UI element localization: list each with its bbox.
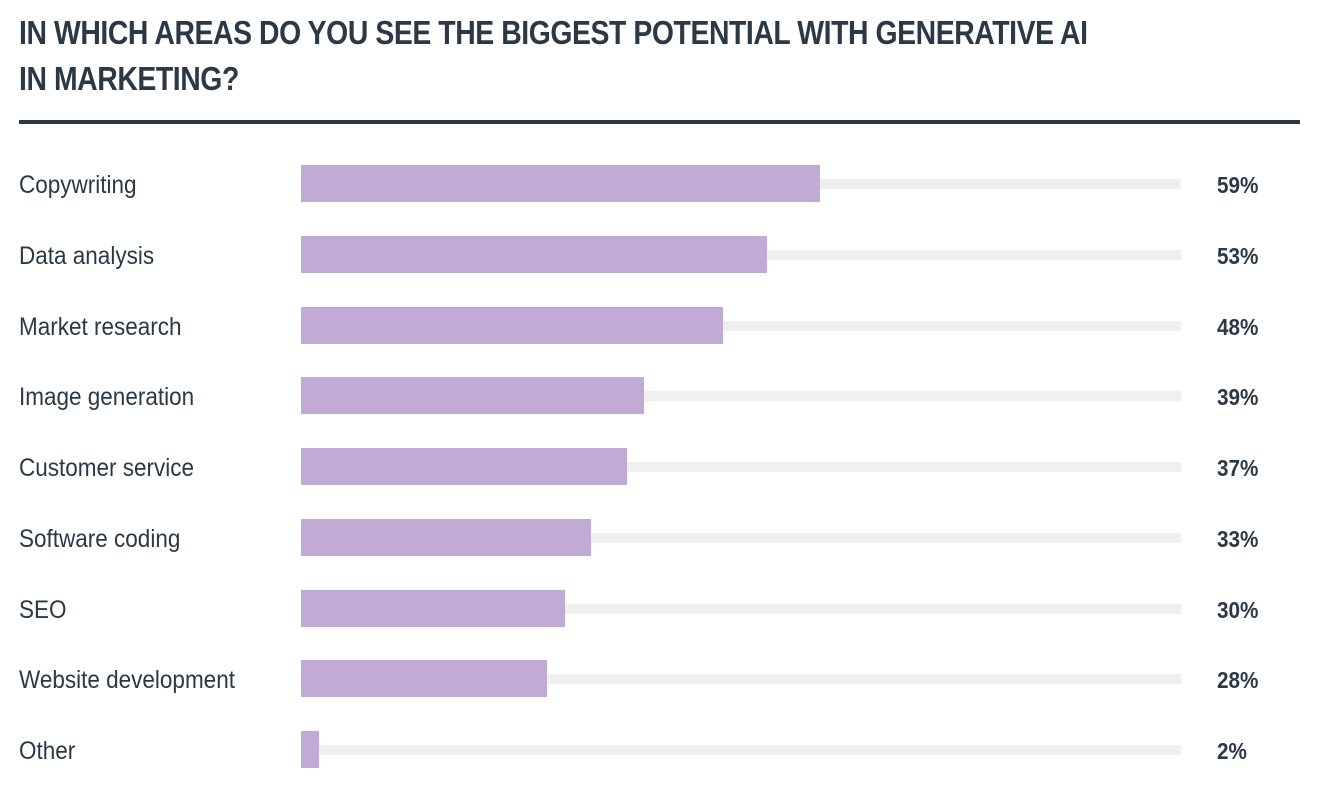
category-label: Copywriting (19, 171, 137, 199)
value-label: 30% (1217, 596, 1259, 623)
bar-row: Other 2% (0, 731, 1318, 768)
bar-row: Website development 28% (0, 660, 1318, 698)
category-label: Customer service (19, 454, 195, 482)
bar (301, 235, 768, 273)
bar-row: Software coding 33% (0, 518, 1318, 556)
category-label: Website development (19, 666, 235, 695)
value-label: 2% (1217, 738, 1247, 764)
bar-row: SEO 30% (0, 589, 1318, 627)
bar (301, 306, 724, 344)
category-label: Market research (19, 312, 182, 341)
bar-row: Market research 48% (0, 306, 1318, 344)
bar (301, 589, 565, 627)
bar (301, 377, 645, 415)
bar-row: Image generation 39% (0, 377, 1318, 415)
category-label: Software coding (19, 524, 181, 553)
bar-row: Copywriting 59% (0, 165, 1318, 202)
bar-track (301, 745, 1181, 755)
value-label: 33% (1217, 525, 1259, 552)
category-label: Image generation (19, 383, 195, 412)
bar (301, 518, 592, 556)
value-label: 39% (1217, 384, 1259, 411)
category-label: Data analysis (19, 241, 155, 270)
bar-track (301, 603, 1181, 614)
bar-track (301, 320, 1181, 331)
value-label: 28% (1217, 667, 1259, 694)
value-label: 59% (1217, 172, 1259, 198)
bar-track (301, 532, 1181, 543)
bar-row: Customer service 37% (0, 448, 1318, 485)
bar-row: Data analysis 53% (0, 235, 1318, 273)
title-divider (19, 120, 1300, 124)
chart-title: IN WHICH AREAS DO YOU SEE THE BIGGEST PO… (19, 14, 1088, 97)
bar (301, 165, 821, 202)
bar (301, 660, 548, 698)
value-label: 48% (1217, 313, 1259, 340)
value-label: 53% (1217, 242, 1259, 269)
bar-track (301, 674, 1181, 685)
bar-track (301, 391, 1181, 402)
category-label: SEO (19, 595, 67, 624)
value-label: 37% (1217, 455, 1259, 481)
bar-track (301, 462, 1181, 472)
category-label: Other (19, 737, 76, 765)
bar (301, 731, 319, 768)
bar (301, 448, 627, 485)
